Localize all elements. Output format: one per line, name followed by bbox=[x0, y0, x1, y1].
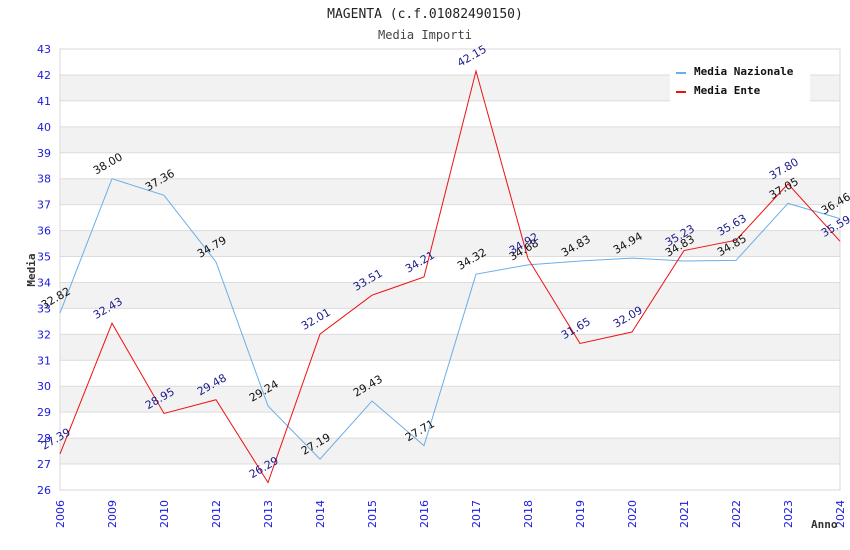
y-axis-label: Media bbox=[25, 253, 38, 286]
y-tick-label: 28 bbox=[37, 432, 51, 445]
y-tick-label: 39 bbox=[37, 147, 51, 160]
legend-label-ente: Media Ente bbox=[694, 84, 761, 97]
grid-band bbox=[60, 126, 840, 153]
plot-area-border bbox=[59, 48, 841, 491]
series-line-nazionale bbox=[59, 178, 841, 460]
data-label-nazionale: 38.00 bbox=[91, 150, 125, 177]
y-tick-label: 34 bbox=[37, 276, 51, 289]
x-tick-label: 2013 bbox=[262, 500, 275, 528]
x-tick-label: 2020 bbox=[626, 500, 639, 528]
x-tick-label: 2018 bbox=[522, 500, 535, 528]
grid-band bbox=[60, 178, 840, 205]
y-tick-label: 31 bbox=[37, 354, 51, 367]
legend-box bbox=[670, 60, 810, 102]
y-tick-label: 43 bbox=[37, 43, 51, 56]
x-tick-label: 2017 bbox=[470, 500, 483, 528]
y-tick-label: 35 bbox=[37, 251, 51, 264]
x-tick-label: 2014 bbox=[314, 500, 327, 528]
grid-band bbox=[60, 282, 840, 309]
chart-subtitle: Media Importi bbox=[378, 28, 472, 42]
x-tick-label: 2023 bbox=[782, 500, 795, 528]
x-axis-label: Anno bbox=[811, 518, 838, 531]
x-axis-ticks: 2006 2009 2010 2012 2013 2014 2015 2016 2017 2018… bbox=[54, 500, 847, 528]
y-tick-label: 36 bbox=[37, 225, 51, 238]
legend-label-nazionale: Media Nazionale bbox=[694, 65, 794, 78]
x-tick-label: 2015 bbox=[366, 500, 379, 528]
y-tick-label: 32 bbox=[37, 328, 51, 341]
series-line-ente bbox=[59, 69, 841, 484]
gridlines bbox=[60, 48, 840, 491]
point-labels: 32.8238.0037.3634.7929.2427.1929.4327.71… bbox=[39, 43, 850, 481]
y-tick-label: 41 bbox=[37, 95, 51, 108]
y-tick-label: 30 bbox=[37, 380, 51, 393]
y-tick-label: 37 bbox=[37, 199, 51, 212]
x-tick-label: 2021 bbox=[678, 500, 691, 528]
grid-band bbox=[60, 334, 840, 361]
chart-title: MAGENTA (c.f.01082490150) bbox=[327, 7, 523, 22]
grid-band bbox=[60, 438, 840, 465]
x-tick-label: 2019 bbox=[574, 500, 587, 528]
x-tick-label: 2012 bbox=[210, 500, 223, 528]
data-label-ente: 42.15 bbox=[455, 43, 489, 70]
x-tick-label: 2010 bbox=[158, 500, 171, 528]
y-tick-label: 38 bbox=[37, 173, 51, 186]
y-axis-ticks: 26 27 28 29 30 31 32 33 34 35 36 37 38 39 40 41 42 43 bbox=[37, 43, 51, 497]
y-tick-label: 27 bbox=[37, 458, 51, 471]
x-tick-label: 2024 bbox=[834, 500, 847, 528]
y-tick-label: 29 bbox=[37, 406, 51, 419]
x-tick-label: 2006 bbox=[54, 500, 67, 528]
x-tick-label: 2016 bbox=[418, 500, 431, 528]
legend: Media Nazionale Media Ente bbox=[670, 60, 810, 102]
x-tick-label: 2009 bbox=[106, 500, 119, 528]
grid-bands bbox=[60, 74, 840, 465]
y-tick-label: 42 bbox=[37, 69, 51, 82]
x-tick-label: 2022 bbox=[730, 500, 743, 528]
y-tick-label: 26 bbox=[37, 484, 51, 497]
grid-band bbox=[60, 386, 840, 413]
y-tick-label: 40 bbox=[37, 121, 51, 134]
series-lines bbox=[59, 69, 841, 484]
grid-band bbox=[60, 230, 840, 257]
y-tick-label: 33 bbox=[37, 302, 51, 315]
